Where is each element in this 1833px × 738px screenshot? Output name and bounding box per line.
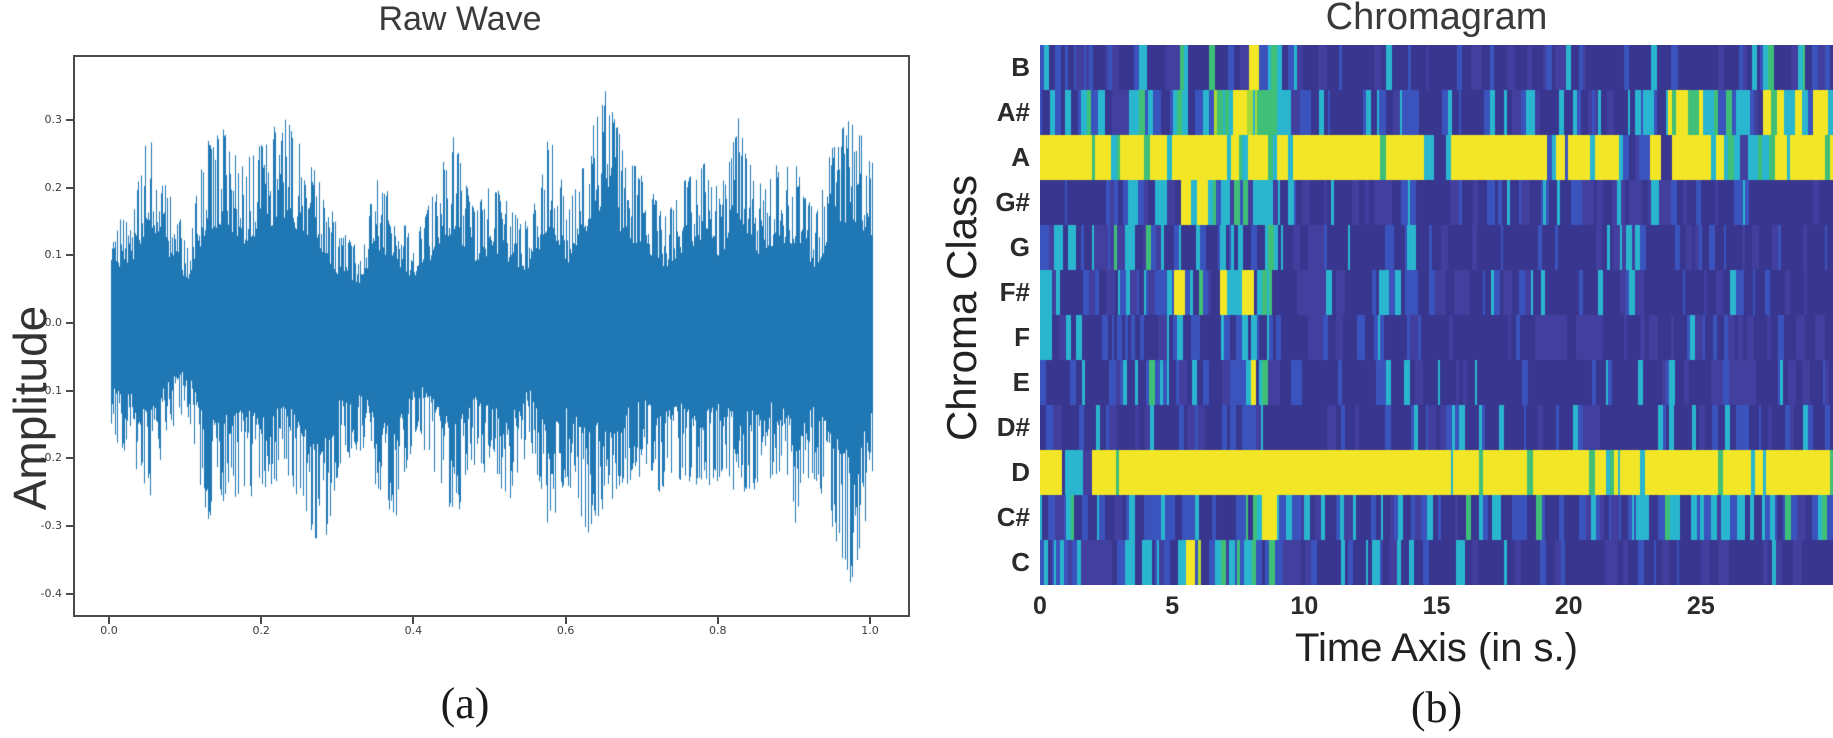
raw-wave-title: Raw Wave	[378, 0, 542, 38]
raw-wave-ytick-label: 0.3	[44, 112, 63, 126]
chroma-row-label-fs: F#	[999, 276, 1030, 307]
chromagram-xtick-label: 20	[1554, 592, 1583, 620]
raw-wave-xtick-mark	[564, 617, 567, 624]
raw-wave-xtick-mark	[869, 617, 871, 624]
raw-wave-xtick-label: 1.0	[861, 624, 879, 637]
raw-wave-xtick-label: 0.2	[252, 624, 270, 637]
raw-wave-ytick-mark	[66, 525, 73, 528]
chromagram-xtick-label: 0	[1033, 592, 1047, 620]
raw-wave-xtick-mark	[108, 617, 110, 624]
raw-wave-ylabel: Amplitude	[4, 305, 56, 511]
chroma-row-label-gs: G#	[995, 186, 1030, 217]
raw-wave-xtick-label: 0.4	[404, 624, 423, 637]
chroma-row-label-g: G	[1009, 231, 1030, 262]
chromagram-xtick-label: 5	[1165, 592, 1180, 620]
raw-wave-ytick-label: 0.1	[44, 248, 63, 262]
raw-wave-ytick-mark	[66, 457, 73, 460]
chroma-row-label-b: B	[1011, 51, 1030, 82]
chroma-row-label-f: F	[1014, 321, 1030, 352]
chroma-row-label-a: A	[1011, 141, 1030, 172]
chromagram-xtick-label: 15	[1422, 592, 1451, 620]
chroma-row-label-as: A#	[996, 96, 1030, 127]
raw-wave-plot-frame	[73, 55, 910, 617]
chroma-row-label-d: D	[1011, 456, 1030, 487]
chromagram-title: Chromagram	[1325, 0, 1548, 38]
raw-wave-xtick-label: 0.8	[709, 624, 727, 637]
chroma-row-label-e: E	[1012, 366, 1030, 397]
raw-wave-canvas	[75, 57, 908, 615]
chromagram-xtick-label: 25	[1686, 592, 1715, 620]
chroma-row-label-c: C	[1011, 546, 1030, 577]
raw-wave-ytick-label: 0.2	[44, 180, 63, 194]
raw-wave-xtick-mark	[260, 617, 263, 624]
raw-wave-ytick-mark	[66, 254, 73, 257]
raw-wave-ytick-label: -0.3	[40, 519, 62, 533]
chroma-row-label-cs: C#	[996, 501, 1030, 532]
raw-wave-xtick-mark	[412, 617, 415, 624]
raw-wave-ytick-mark	[66, 186, 73, 189]
chromagram-xlabel: Time Axis (in s.)	[1295, 626, 1578, 670]
caption-a: (a)	[440, 679, 490, 728]
chroma-row-label-ds: D#	[996, 411, 1030, 442]
raw-wave-ytick-label: -0.4	[40, 586, 62, 600]
raw-wave-xtick-label: 0.6	[556, 624, 575, 637]
caption-b: (b)	[1410, 683, 1463, 732]
raw-wave-ytick-mark	[66, 592, 73, 595]
raw-wave-xtick-mark	[716, 617, 719, 624]
raw-wave-ytick-mark	[66, 118, 73, 121]
raw-wave-ytick-mark	[66, 389, 73, 392]
raw-wave-ytick-label: -0.2	[40, 451, 62, 465]
chromagram-canvas	[1040, 45, 1833, 585]
raw-wave-ytick-label: 0.0	[44, 316, 63, 329]
chromagram-xtick-label: 10	[1290, 592, 1319, 620]
raw-wave-ytick-label: -0.1	[40, 383, 62, 397]
raw-wave-xtick-label: 0.0	[100, 624, 118, 637]
raw-wave-ytick-mark	[66, 322, 73, 324]
